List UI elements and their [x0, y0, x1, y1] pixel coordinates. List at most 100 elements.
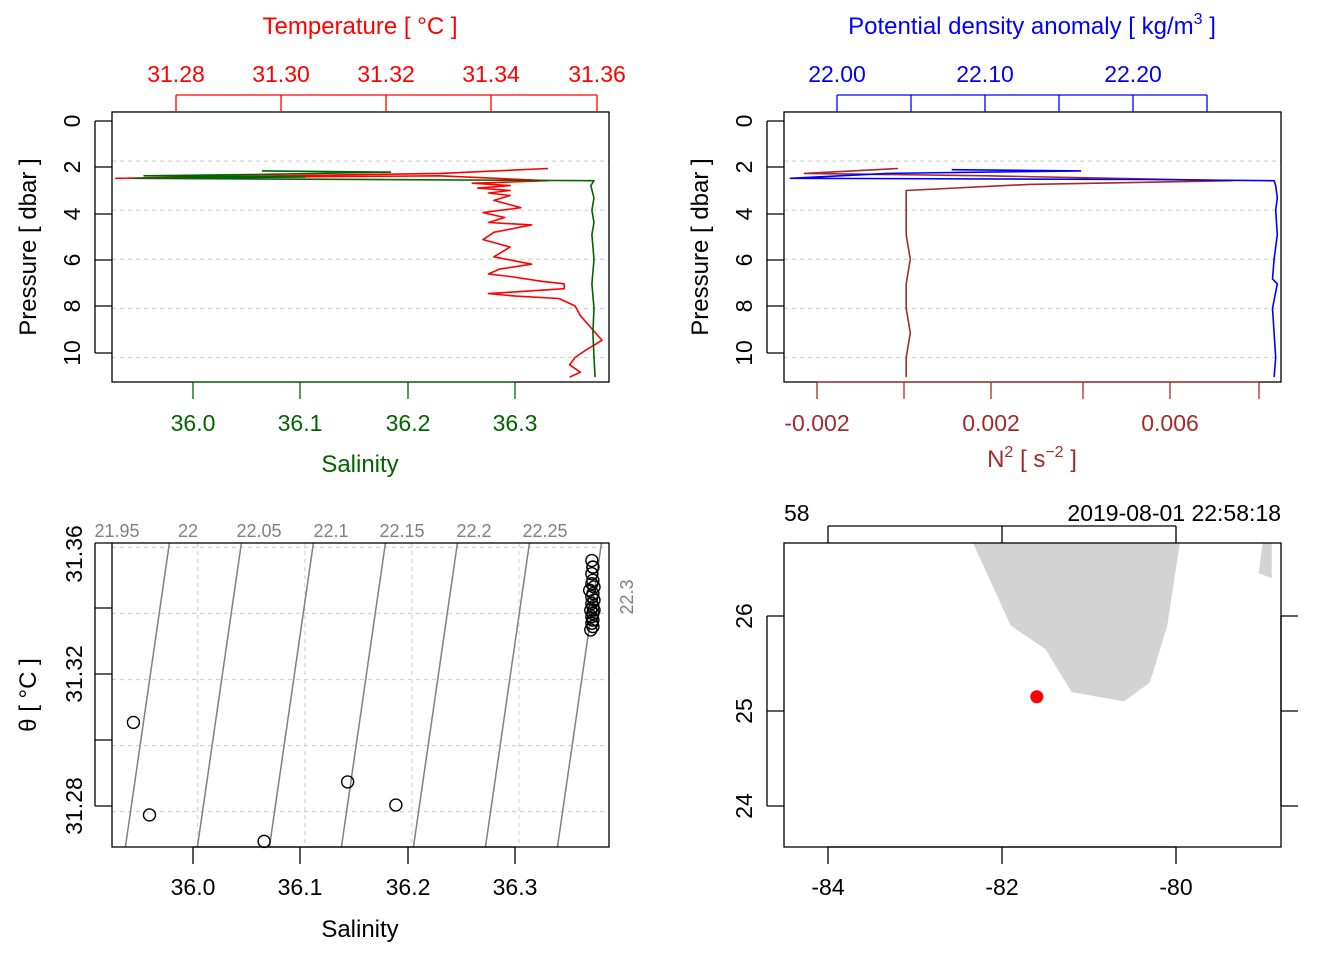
- density-profile-frame: [783, 111, 1282, 383]
- n2-tick-label: 0.002: [962, 410, 1020, 436]
- station-layer: [1030, 690, 1044, 704]
- pressure-tick-label: 6: [731, 254, 757, 267]
- ts-point: [586, 619, 600, 634]
- latitude-tick-label: 25: [731, 698, 757, 724]
- land-polygon: [1258, 543, 1272, 578]
- pressure-tick-label: 10: [731, 340, 757, 366]
- temperature-axis-title: Temperature [ °C ]: [263, 13, 458, 40]
- pressure-axis-title: Pressure [ dbar ]: [687, 158, 714, 335]
- salinity-tick-label: 36.1: [278, 410, 323, 436]
- salinity-axis-title: Salinity: [321, 916, 398, 943]
- temperature-tick-label: 31.28: [147, 61, 205, 87]
- ts-point: [585, 567, 599, 581]
- density-profile-grid: [784, 111, 1281, 359]
- isopycnal-label: 22.1: [313, 521, 348, 541]
- theta-axis-title: θ [ °C ]: [15, 658, 42, 732]
- pressure-tick-label: 10: [59, 340, 85, 366]
- ts-point: [126, 715, 141, 730]
- longitude-tick-label: -84: [811, 874, 844, 900]
- pressure-tick-label: 6: [59, 254, 85, 267]
- temperature-tick-label: 31.36: [568, 61, 626, 87]
- salinity-tick-label: 36.3: [493, 874, 538, 900]
- isopycnal-label: 22.05: [236, 521, 281, 541]
- temperature-tick-label: 31.34: [462, 61, 520, 87]
- ts-point: [584, 623, 598, 637]
- ts-diagram-frame: [111, 542, 610, 848]
- ts-point: [587, 603, 601, 617]
- isopycnal-line: [268, 542, 315, 848]
- salinity-tick-label: 36.3: [493, 410, 538, 436]
- salinity-tick-label: 36.0: [171, 410, 216, 436]
- theta-tick-label: 31.28: [61, 777, 87, 835]
- ts-diagram-panel: 21.95 22 22.05 22.1 22.15 22.2 22.25 22.…: [15, 521, 637, 943]
- n2-axis-title: N2 [ s−2 ]: [987, 444, 1077, 473]
- isopycnal-label: 22.3: [617, 579, 637, 614]
- ts-point: [585, 590, 599, 604]
- ts-point: [586, 560, 600, 574]
- density-profile-panel: 22.00 22.10 22.20 Potential density anom…: [687, 11, 1282, 473]
- isopycnal-label: 22.15: [379, 521, 424, 541]
- pressure-tick-label: 0: [59, 115, 85, 128]
- salinity-line: [132, 170, 596, 378]
- density-tick-label: 22.20: [1104, 61, 1162, 87]
- ts-point: [584, 603, 598, 617]
- land-polygon: [972, 543, 1180, 702]
- pressure-axis-title: Pressure [ dbar ]: [15, 158, 42, 335]
- station-marker: [1030, 690, 1044, 704]
- salinity-tick-label: 36.2: [386, 410, 431, 436]
- temperature-tick-label: 31.30: [252, 61, 310, 87]
- isopycnal-line: [484, 542, 531, 848]
- isopycnal-label: 22.2: [456, 521, 491, 541]
- latitude-tick-label: 26: [731, 603, 757, 629]
- ts-profile-grid: [112, 111, 609, 359]
- n2-tick-label: 0.006: [1141, 410, 1199, 436]
- longitude-tick-label: -80: [1159, 874, 1192, 900]
- map-panel: 58 2019-08-01 22:58:18 -84 -82 -80 24 25…: [731, 500, 1298, 900]
- isopycnal-label: 22: [178, 521, 198, 541]
- isopycnal-label: 21.95: [94, 521, 139, 541]
- pressure-tick-label: 0: [731, 115, 757, 128]
- isopycnal-line: [340, 542, 387, 848]
- pressure-tick-label: 2: [731, 161, 757, 174]
- longitude-tick-label: -82: [985, 874, 1018, 900]
- isopycnal-line: [124, 542, 171, 848]
- temperature-tick-label: 31.32: [357, 61, 415, 87]
- density-tick-label: 22.10: [956, 61, 1014, 87]
- pressure-tick-label: 4: [59, 207, 85, 220]
- density-axis-title: Potential density anomaly [ kg/m3 ]: [848, 11, 1216, 40]
- ts-point: [587, 593, 601, 607]
- timestamp-label: 2019-08-01 22:58:18: [1067, 500, 1281, 526]
- salinity-tick-label: 36.0: [171, 874, 216, 900]
- pressure-tick-label: 2: [59, 161, 85, 174]
- theta-tick-label: 31.32: [61, 645, 87, 703]
- land-layer: [972, 543, 1272, 702]
- station-label: 58: [784, 500, 810, 526]
- pressure-tick-label: 8: [731, 300, 757, 313]
- ts-point: [257, 834, 271, 849]
- temperature-line: [115, 167, 603, 378]
- ts-diagram-points: [126, 553, 601, 849]
- ts-profile-lines: [115, 167, 603, 378]
- isopycnal-line: [412, 542, 459, 848]
- ts-point: [585, 553, 599, 568]
- density-tick-label: 22.00: [808, 61, 866, 87]
- ts-point: [389, 798, 403, 812]
- pressure-tick-label: 8: [59, 300, 85, 313]
- ts-point: [587, 580, 601, 594]
- ts-point: [340, 775, 355, 789]
- ts-point: [585, 576, 599, 591]
- salinity-tick-label: 36.2: [386, 874, 431, 900]
- n2-tick-label: -0.002: [784, 410, 849, 436]
- pressure-tick-label: 4: [731, 207, 757, 220]
- salinity-tick-label: 36.1: [278, 874, 323, 900]
- ts-diagram-grid: [112, 543, 609, 847]
- isopycnal-line: [196, 542, 243, 848]
- ts-point: [142, 808, 157, 822]
- density-line: [789, 168, 1279, 378]
- latitude-tick-label: 24: [731, 793, 757, 819]
- density-profile-lines: [789, 167, 1279, 378]
- n2-line: [803, 167, 1233, 378]
- ts-profile-frame: [111, 111, 610, 383]
- theta-tick-label: 31.36: [61, 525, 87, 583]
